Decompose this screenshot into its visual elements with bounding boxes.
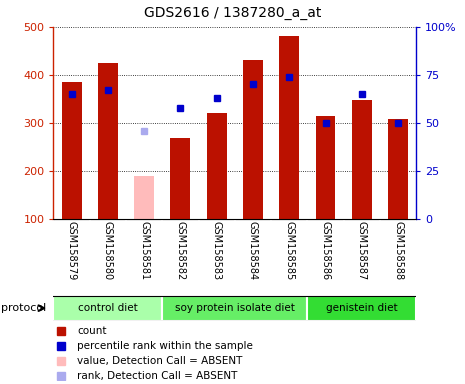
Bar [53,296,162,321]
Text: GDS2616 / 1387280_a_at: GDS2616 / 1387280_a_at [144,7,321,20]
Bar [316,116,335,219]
Text: GSM158588: GSM158588 [393,221,403,280]
Text: GSM158584: GSM158584 [248,221,258,280]
Text: GSM158581: GSM158581 [139,221,149,280]
Text: genistein diet: genistein diet [326,303,398,313]
Bar [98,63,118,219]
Text: value, Detection Call = ABSENT: value, Detection Call = ABSENT [77,356,242,366]
Bar [388,119,408,219]
Text: GSM158583: GSM158583 [212,221,222,280]
Bar [62,82,81,219]
Text: protocol: protocol [1,303,46,313]
Text: control diet: control diet [78,303,138,313]
Bar [352,100,372,219]
Text: GSM158580: GSM158580 [103,221,113,280]
Text: soy protein isolate diet: soy protein isolate diet [175,303,295,313]
Bar [243,60,263,219]
Text: rank, Detection Call = ABSENT: rank, Detection Call = ABSENT [77,371,238,381]
Bar [307,296,416,321]
Bar [162,296,307,321]
Text: percentile rank within the sample: percentile rank within the sample [77,341,253,351]
Text: GSM158579: GSM158579 [66,221,77,280]
Text: count: count [77,326,106,336]
Text: GSM158585: GSM158585 [284,221,294,280]
Bar [134,176,154,219]
Bar [207,113,226,219]
Text: GSM158582: GSM158582 [175,221,186,280]
Text: GSM158587: GSM158587 [357,221,367,280]
Bar [171,138,190,219]
Bar [279,36,299,219]
Text: GSM158586: GSM158586 [320,221,331,280]
